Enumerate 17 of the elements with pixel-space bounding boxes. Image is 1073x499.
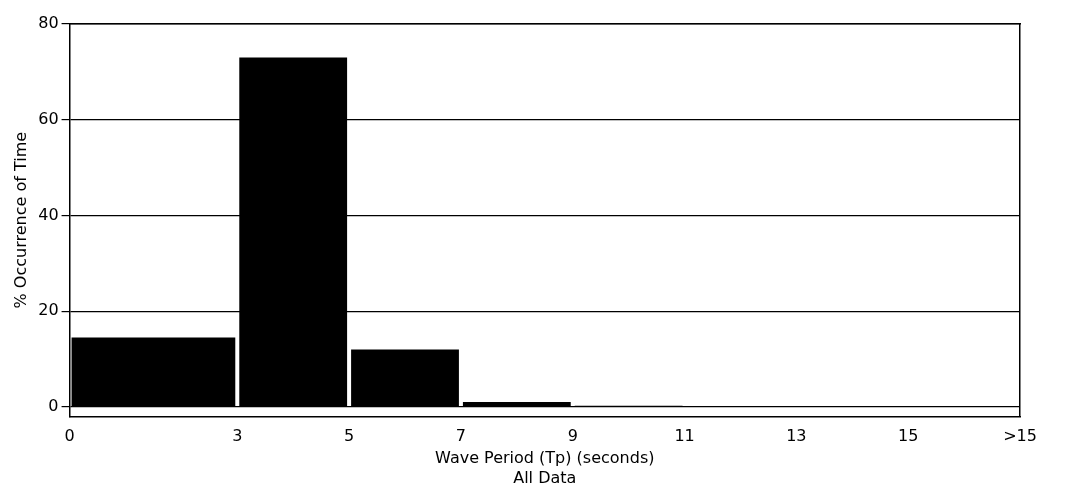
text: All Data <box>513 467 577 487</box>
x-tick-label: 7 <box>455 426 467 446</box>
y-tick-label: 0 <box>48 395 59 415</box>
y-tick-label: 60 <box>38 108 59 128</box>
x-tick-label: 15 <box>898 426 919 446</box>
x-tick-label: 9 <box>567 426 578 446</box>
x-tick-label: >15 <box>1003 426 1037 446</box>
x-tick-label: 0 <box>64 426 75 446</box>
y-tick-label: 20 <box>38 300 59 320</box>
y-tick-label: 80 <box>38 13 59 33</box>
x-axis-title: Wave Period (Tp) (seconds) <box>435 448 655 468</box>
x-tick-label: 5 <box>344 426 355 446</box>
x-tick-label: 13 <box>786 426 807 446</box>
x-tick-label: 11 <box>674 426 695 446</box>
x-tick-label: 3 <box>232 426 243 446</box>
y-tick-label: 40 <box>38 204 59 224</box>
y-axis-title: % Occurrence of Time <box>10 131 30 309</box>
